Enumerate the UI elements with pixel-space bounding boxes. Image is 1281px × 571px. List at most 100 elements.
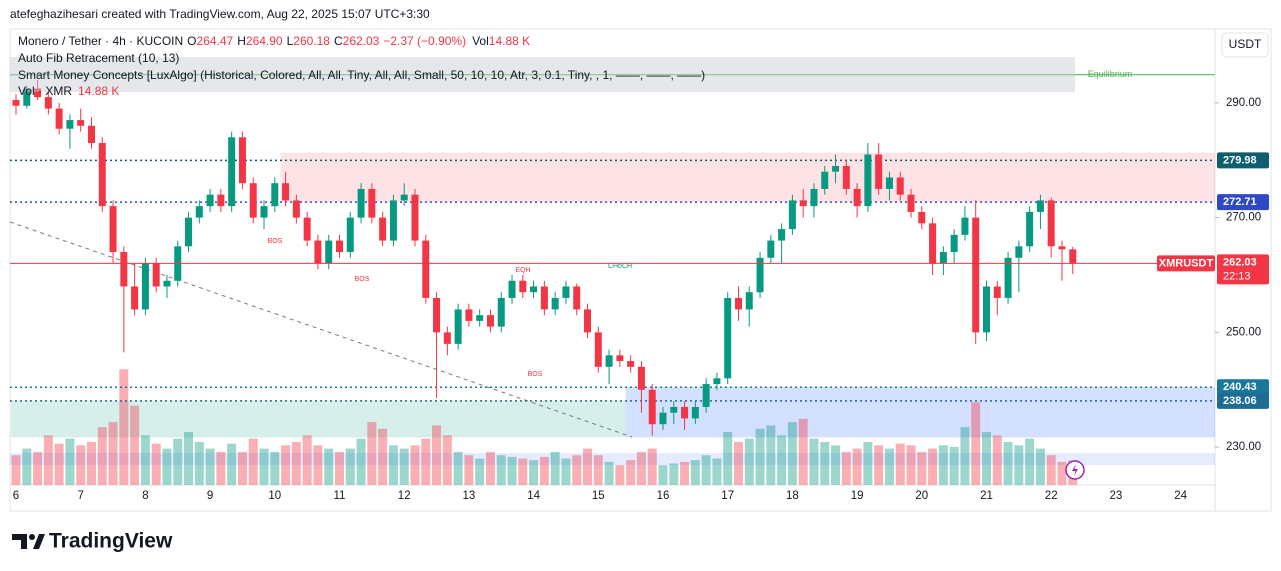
- smc-label: BOS: [528, 371, 543, 378]
- volume-bar: [1025, 438, 1035, 485]
- candle-body: [788, 200, 796, 230]
- x-tick-label: 7: [77, 490, 83, 502]
- x-tick-label: 22: [1045, 490, 1058, 502]
- volume-bar: [86, 441, 96, 485]
- volume-bar: [130, 405, 140, 485]
- alert-bolt: [1072, 464, 1078, 476]
- candle-body: [357, 188, 365, 218]
- volume-bar: [324, 448, 334, 485]
- candle-body: [497, 297, 505, 327]
- volume-bar: [119, 369, 129, 485]
- volume-bar: [539, 456, 549, 485]
- volume-bar: [1035, 448, 1045, 485]
- level-tag: [1217, 152, 1269, 169]
- volume-bar: [259, 448, 269, 485]
- volume-bar: [97, 427, 107, 485]
- volume-bar: [248, 438, 258, 485]
- volume-bar: [399, 448, 409, 485]
- x-tick-label: 8: [142, 490, 148, 502]
- volume-bar: [690, 460, 700, 485]
- candle-body: [530, 286, 538, 293]
- level-tag: [1217, 379, 1269, 396]
- x-tick-label: 19: [851, 490, 864, 502]
- candle-body: [422, 240, 430, 298]
- candle-body: [734, 297, 742, 310]
- candle-body: [303, 217, 311, 241]
- candle-body: [260, 206, 268, 218]
- trend-line: [9, 221, 633, 438]
- volume-bar: [572, 455, 582, 485]
- candle-body: [34, 88, 42, 98]
- volume-bar: [43, 435, 53, 485]
- candle-body: [325, 240, 333, 264]
- volume-title: Vol · XMR: [18, 84, 72, 98]
- quote-value: 14.88 K: [489, 34, 530, 48]
- candle-body: [821, 171, 829, 189]
- currency-button[interactable]: [1221, 32, 1269, 58]
- candle-body: [476, 315, 484, 321]
- candle-body: [282, 183, 290, 201]
- volume-bar: [766, 425, 776, 485]
- candle-body: [1026, 211, 1034, 247]
- candle-body: [228, 137, 236, 207]
- volume-bar: [680, 461, 690, 485]
- indicator-legend[interactable]: Auto Fib Retracement (10, 13): [18, 51, 179, 65]
- smc-label: EQH: [515, 267, 530, 274]
- quote-value: 264.47: [197, 34, 234, 48]
- legend-background: [10, 57, 1075, 92]
- volume-bar: [658, 465, 668, 485]
- candle-body: [454, 309, 462, 344]
- candle-body: [238, 137, 246, 184]
- y-tick-label: 230.00: [1226, 441, 1261, 453]
- candle-body: [336, 240, 343, 253]
- volume-bar: [733, 441, 743, 485]
- candle-body: [411, 194, 419, 241]
- x-tick-label: 10: [268, 490, 281, 502]
- volume-bar: [162, 448, 172, 485]
- volume-bar: [237, 451, 247, 485]
- volume-bar: [475, 458, 485, 485]
- volume-bar: [184, 432, 194, 485]
- volume-bar: [615, 465, 625, 485]
- price-tag: [1217, 254, 1269, 285]
- symbol-tag: [1157, 255, 1215, 272]
- x-tick-label: 18: [786, 490, 799, 502]
- volume-bar: [852, 448, 862, 485]
- x-tick-label: 20: [915, 490, 928, 502]
- x-tick-label: 16: [657, 490, 670, 502]
- candle-body: [1004, 257, 1012, 298]
- volume-legend[interactable]: Vol · XMR 14.88 K: [18, 84, 119, 98]
- countdown-label: 22:13: [1223, 270, 1251, 282]
- candle-body: [109, 206, 117, 253]
- volume-bar: [140, 435, 150, 485]
- volume-bar: [432, 425, 442, 485]
- candle-body: [44, 97, 52, 109]
- volume-bar: [798, 418, 808, 485]
- volume-bar: [335, 451, 344, 485]
- candle-body: [562, 286, 570, 298]
- x-tick-label: 6: [13, 490, 19, 502]
- volume-bar: [378, 428, 388, 485]
- candle-body: [292, 200, 300, 218]
- volume-bar: [777, 435, 787, 485]
- candle-body: [486, 315, 494, 327]
- volume-bar: [11, 455, 21, 485]
- candle-body: [864, 154, 872, 207]
- x-tick-label: 9: [207, 490, 213, 502]
- symbol-legend: Monero / Tether · 4h · KUCOIN O264.47 H264…: [18, 34, 530, 48]
- candle-body: [55, 108, 63, 129]
- candle-body: [163, 280, 171, 287]
- quote-key: L: [287, 34, 294, 48]
- volume-bar: [496, 455, 506, 485]
- candle-body: [400, 194, 408, 201]
- volume-bar: [108, 422, 118, 485]
- x-tick-label: 11: [334, 490, 346, 502]
- volume-bar: [270, 451, 280, 485]
- candle-body: [379, 217, 387, 241]
- x-tick-label: 15: [592, 490, 605, 502]
- volume-bar: [388, 445, 398, 485]
- volume-bar: [1003, 441, 1013, 485]
- logo-shape: [33, 534, 45, 549]
- indicator-legend[interactable]: Smart Money Concepts [LuxAlgo] (Historic…: [18, 68, 705, 82]
- volume-bar: [928, 448, 938, 485]
